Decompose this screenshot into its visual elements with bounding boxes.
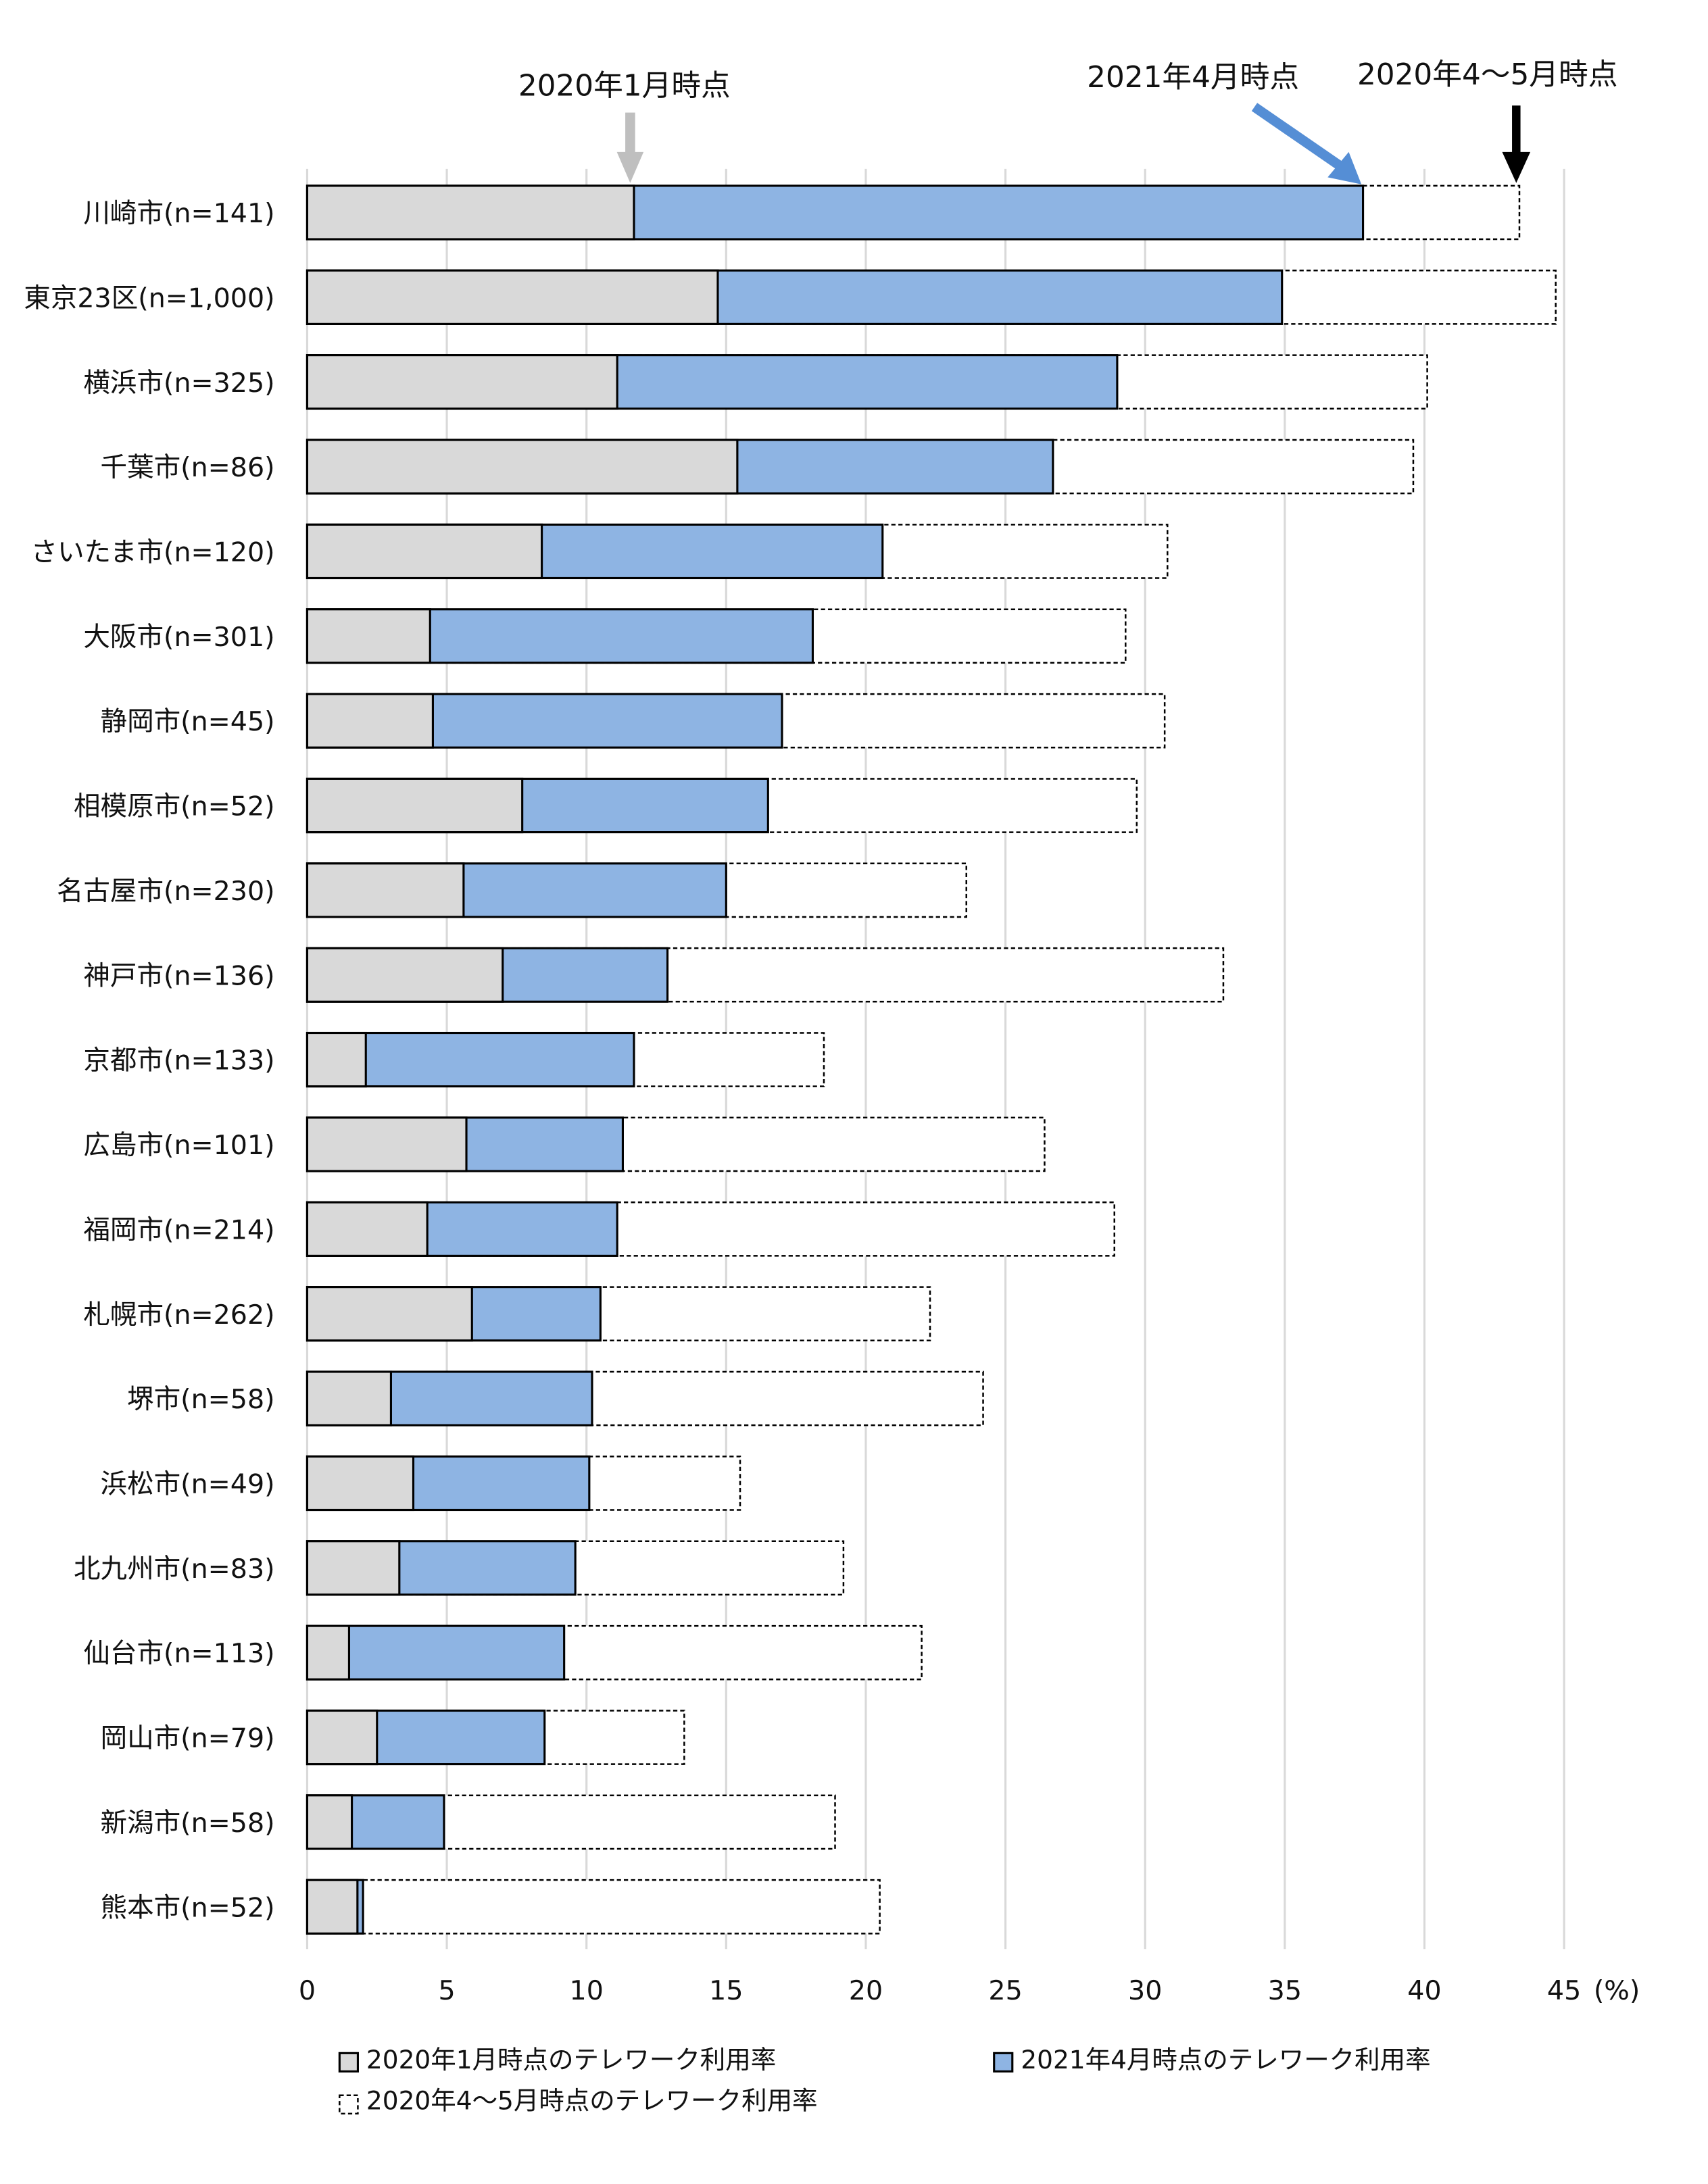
bar-jan2020 xyxy=(306,1540,401,1596)
x-tick-label: 30 xyxy=(1128,1975,1162,2006)
category-label: 千葉市(n=86) xyxy=(101,452,275,483)
category-label: 札幌市(n=262) xyxy=(83,1299,274,1331)
legend-label-aprmay2020: 2020年4～5月時点のテレワーク利用率 xyxy=(366,2086,818,2116)
bar-jan2020 xyxy=(306,523,543,580)
category-label: 福岡市(n=214) xyxy=(83,1214,274,1245)
legend-swatch-aprmay2020 xyxy=(339,2094,359,2115)
bar-jan2020 xyxy=(306,777,524,834)
category-label: 神戸市(n=136) xyxy=(83,960,274,991)
x-tick-label: 45 xyxy=(1547,1975,1581,2006)
category-label: 岡山市(n=79) xyxy=(101,1723,275,1754)
category-label: 名古屋市(n=230) xyxy=(57,876,275,907)
bar-jan2020 xyxy=(306,439,739,495)
category-label: 横浜市(n=325) xyxy=(83,368,274,399)
annotations: 2020年1月時点 2021年4月時点 2020年4～5月時点 xyxy=(518,57,1618,184)
bar-jan2020 xyxy=(306,354,618,410)
bar-jan2020 xyxy=(306,693,434,749)
bar-jan2020 xyxy=(306,1624,351,1681)
x-tick-label: 40 xyxy=(1407,1975,1441,2006)
legend-label-apr2021: 2021年4月時点のテレワーク利用率 xyxy=(1021,2045,1430,2075)
bar-jan2020 xyxy=(306,184,635,241)
x-tick-label: 20 xyxy=(849,1975,883,2006)
bar-jan2020 xyxy=(306,1709,379,1766)
x-tick-label: 35 xyxy=(1268,1975,1302,2006)
bar-jan2020 xyxy=(306,1201,429,1257)
blue-arrow-icon xyxy=(1251,103,1362,184)
category-label: 広島市(n=101) xyxy=(83,1130,274,1161)
category-label: 浜松市(n=49) xyxy=(101,1469,275,1500)
x-tick-label: 10 xyxy=(570,1975,604,2006)
legend-label-jan2020: 2020年1月時点のテレワーク利用率 xyxy=(366,2045,776,2075)
category-label: 北九州市(n=83) xyxy=(74,1554,275,1585)
category-label: 京都市(n=133) xyxy=(83,1045,274,1076)
x-tick-label: 25 xyxy=(988,1975,1022,2006)
category-labels: 川崎市(n=141) 東京23区(n=1,000) 横浜市(n=325) 千葉市(n=… xyxy=(24,198,274,1923)
x-tick-label: 5 xyxy=(439,1975,456,2006)
x-axis-ticks: 0 5 10 15 20 25 30 35 40 45 xyxy=(299,1975,1581,2006)
bar-aprmay2020 xyxy=(306,1879,881,1935)
category-label: 大阪市(n=301) xyxy=(83,622,274,653)
legend-swatch-apr2021 xyxy=(993,2052,1014,2073)
bar-jan2020 xyxy=(306,947,504,1003)
category-label: さいたま市(n=120) xyxy=(30,537,274,568)
bar-jan2020 xyxy=(306,1794,353,1850)
category-label: 仙台市(n=113) xyxy=(83,1638,274,1669)
black-arrow-icon xyxy=(1502,105,1531,183)
legend-swatch-jan2020 xyxy=(338,2052,359,2073)
bar-jan2020 xyxy=(306,1116,468,1172)
category-label: 川崎市(n=141) xyxy=(83,198,274,229)
category-label: 熊本市(n=52) xyxy=(101,1892,275,1923)
bar-jan2020 xyxy=(306,1031,367,1088)
annotation-aprmay2020: 2020年4～5月時点 xyxy=(1357,57,1618,92)
gray-arrow-icon xyxy=(616,112,644,183)
bar-jan2020 xyxy=(306,269,719,325)
category-label: 東京23区(n=1,000) xyxy=(24,282,274,314)
bar-jan2020 xyxy=(306,1286,473,1342)
bar-jan2020 xyxy=(306,1455,415,1512)
x-tick-label: 0 xyxy=(299,1975,316,2006)
legend: 2020年1月時点のテレワーク利用率 2021年4月時点のテレワーク利用率 20… xyxy=(338,2045,1431,2116)
category-label: 静岡市(n=45) xyxy=(101,706,275,737)
bar-jan2020 xyxy=(306,608,431,664)
category-label: 相模原市(n=52) xyxy=(74,791,275,822)
category-label: 新潟市(n=58) xyxy=(101,1808,275,1839)
category-label: 堺市(n=58) xyxy=(127,1384,274,1415)
annotation-apr2021: 2021年4月時点 xyxy=(1087,60,1299,95)
bar-jan2020 xyxy=(306,862,465,918)
annotation-jan2020: 2020年1月時点 xyxy=(518,69,731,103)
bar-jan2020 xyxy=(306,1879,359,1935)
x-tick-label: 15 xyxy=(709,1975,743,2006)
bar-jan2020 xyxy=(306,1370,392,1426)
bars xyxy=(306,184,1557,1935)
x-axis-unit: (%) xyxy=(1594,1975,1640,2006)
